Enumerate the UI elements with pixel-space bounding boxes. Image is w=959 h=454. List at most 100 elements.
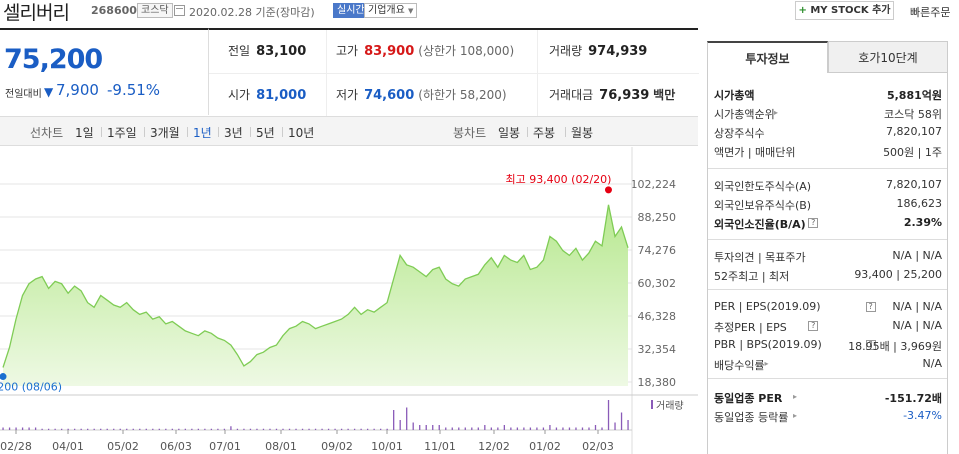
candle-period-0[interactable]: 일봉 [498, 126, 521, 140]
volume-bar [145, 428, 147, 430]
info-row: 외국인보유주식수(B) 186,623 [714, 195, 942, 214]
down-arrow-icon: ▼ [44, 85, 54, 99]
x-tick-label: 01/02 [529, 440, 561, 453]
tab-order-book[interactable]: 호가10단계 [828, 41, 948, 73]
volume-bar [366, 428, 369, 430]
volume-bar [451, 427, 453, 430]
volume-bar [575, 427, 577, 430]
info-row: 배당수익률 ▸ N/A [714, 355, 942, 374]
current-price: 75,200 [4, 44, 103, 75]
volume-bar [100, 428, 102, 430]
change-value: 7,900 [56, 81, 99, 99]
investment-info-panel: 투자정보 호가10단계 시가총액 5,881억원 시가총액순위 ▸ 코스닥 58위 상장주… [707, 41, 948, 454]
volume-bar [132, 428, 134, 430]
volume-bar [490, 427, 492, 430]
volume-bar [373, 428, 375, 430]
my-stock-add-button[interactable]: + MY STOCK 추가 [795, 1, 894, 20]
period-separator [187, 127, 188, 137]
caret-right-icon[interactable]: ▸ [774, 108, 779, 117]
volume-bar [47, 428, 50, 430]
tab-investment-info[interactable]: 투자정보 [707, 41, 828, 73]
price-chart-svg: 102,224 88,250 74,276 60,302 46,328 32,354 18,… [0, 147, 698, 454]
info-row: 52주최고 | 최저 93,400 | 25,200 [714, 266, 942, 285]
help-icon[interactable]: ? [865, 340, 876, 350]
volume-bar [542, 427, 545, 430]
info-row-key: 동일업종 PER [714, 392, 783, 405]
period-5[interactable]: 5년 [256, 126, 275, 140]
min-point-marker [0, 373, 7, 381]
min-price-label: 최저 25,200 (08/06) [0, 381, 62, 394]
price-summary: 75,200 전일대비 ▼ 7,900 -9.51% [0, 28, 208, 115]
quick-order-link[interactable]: 빠른주문 [910, 6, 951, 19]
volume-bar [549, 425, 551, 430]
period-1[interactable]: 1주일 [107, 126, 137, 140]
volume-bar [256, 428, 258, 430]
volume-bar [432, 425, 434, 430]
x-tick-label: 04/01 [52, 440, 84, 453]
max-price-label: 최고 93,400 (02/20) [505, 173, 611, 186]
trade-amount: 거래대금 76,939 백만 [549, 88, 676, 103]
info-row: 시가총액 5,881억원 [714, 85, 942, 104]
x-tick-label: 11/01 [424, 440, 456, 453]
volume-bar [230, 426, 232, 430]
my-stock-add-label: MY STOCK 추가 [810, 5, 891, 16]
price-chart: 102,224 88,250 74,276 60,302 46,328 32,354 18,… [0, 147, 698, 454]
period-3[interactable]: 1년 [193, 126, 212, 140]
volume-bar [308, 428, 310, 430]
info-row-value: N/A [922, 357, 942, 370]
volume-bar [568, 427, 571, 430]
caret-right-icon[interactable]: ▸ [793, 411, 798, 420]
volume-bar [601, 427, 603, 430]
info-row-value: 7,820,107 [886, 178, 942, 191]
period-4[interactable]: 3년 [224, 126, 243, 140]
x-tick-label: 06/03 [160, 440, 192, 453]
info-row-value: 5,881억원 [886, 89, 942, 102]
period-2[interactable]: 3개월 [150, 126, 180, 140]
volume-bar [28, 427, 30, 430]
chevron-down-icon: ▼ [408, 7, 414, 15]
volume-bar [334, 428, 336, 430]
caret-right-icon[interactable]: ▸ [793, 392, 798, 401]
info-row-key: 외국인한도주식수(A) [714, 180, 812, 193]
company-overview-button[interactable]: 기업개요 ▼ [364, 3, 418, 18]
x-tick-label: 07/01 [209, 440, 241, 453]
help-icon[interactable]: ? [808, 321, 819, 331]
help-icon[interactable]: ? [808, 218, 819, 228]
volume-bar [406, 407, 408, 430]
volume-bar [627, 420, 629, 430]
info-row-key: 동일업종 등락률 [714, 411, 789, 424]
period-0[interactable]: 1일 [75, 126, 94, 140]
volume-bar [620, 412, 623, 430]
info-row: PBR | BPS(2019.09)? 18.95배 | 3,969원 [714, 336, 942, 355]
period-6[interactable]: 10년 [288, 126, 315, 140]
volume-bar [171, 428, 173, 430]
x-tick-label: 02/03 [582, 440, 614, 453]
volume-bar [497, 427, 499, 430]
volume-bar [301, 428, 304, 430]
info-row-value: 93,400 | 25,200 [854, 268, 942, 281]
volume-bar [126, 428, 128, 430]
open-price: 시가 81,000 [228, 88, 307, 103]
line-chart-label: 선차트 [30, 126, 64, 140]
info-row-key: 상장주식수 [714, 127, 765, 140]
volume-bar [165, 428, 167, 430]
y-tick-label: 74,276 [638, 244, 677, 257]
stock-code: 268600 [91, 4, 137, 17]
volume-bar [54, 428, 56, 430]
investment-info-body: 시가총액 5,881억원 시가총액순위 ▸ 코스닥 58위 상장주식수 7,820,107 액… [707, 73, 948, 454]
period-separator [250, 127, 251, 137]
y-tick-label: 18,380 [638, 376, 677, 389]
volume-bar [210, 428, 213, 430]
volume-bar [536, 427, 538, 430]
volume-bar [41, 428, 43, 430]
volume-bar [8, 427, 11, 430]
caret-right-icon[interactable]: ▸ [764, 359, 769, 368]
help-icon[interactable]: ? [865, 302, 876, 312]
volume-bar [412, 422, 414, 430]
volume-bar [425, 425, 427, 430]
candle-period-2[interactable]: 월봉 [571, 126, 594, 140]
volume-bar [2, 427, 4, 430]
candle-period-1[interactable]: 주봉 [533, 126, 556, 140]
info-row-value: N/A | N/A [892, 300, 942, 313]
info-row-key: 외국인소진율(B/A) [714, 218, 806, 231]
